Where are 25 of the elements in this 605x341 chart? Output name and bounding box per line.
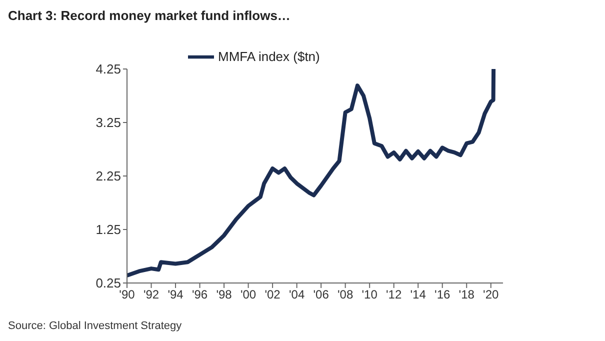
x-tick-label: '94 xyxy=(168,288,184,302)
x-tick-label: '98 xyxy=(216,288,232,302)
x-tick-label: '18 xyxy=(458,288,475,302)
x-tick-label: '02 xyxy=(264,288,281,302)
legend-label: MMFA index ($tn) xyxy=(218,49,320,64)
x-tick-label: '92 xyxy=(143,288,160,302)
x-tick-label: '16 xyxy=(434,288,450,302)
source-note: Source: Global Investment Strategy xyxy=(8,320,183,332)
y-tick-label: 4.25 xyxy=(96,62,121,77)
line-series xyxy=(127,69,496,278)
y-tick-label: 3.25 xyxy=(96,115,121,130)
x-tick-label: '12 xyxy=(386,288,402,302)
y-tick-label: 1.25 xyxy=(96,222,121,238)
x-tick-label: '20 xyxy=(483,288,500,302)
x-tick-label: '96 xyxy=(192,288,208,302)
y-tick-label: 0.25 xyxy=(96,276,121,291)
x-tick-label: '00 xyxy=(240,288,256,302)
x-tick-label: '90 xyxy=(119,288,136,302)
x-tick-label: '10 xyxy=(362,288,378,302)
chart-title: Chart 3: Record money market fund inflows… xyxy=(8,8,292,25)
y-tick-label: 2.25 xyxy=(96,168,121,184)
x-tick-label: '04 xyxy=(288,288,305,302)
x-tick-label: '14 xyxy=(410,288,426,302)
x-tick-label: '06 xyxy=(313,288,330,302)
x-tick-label: '08 xyxy=(338,288,354,302)
